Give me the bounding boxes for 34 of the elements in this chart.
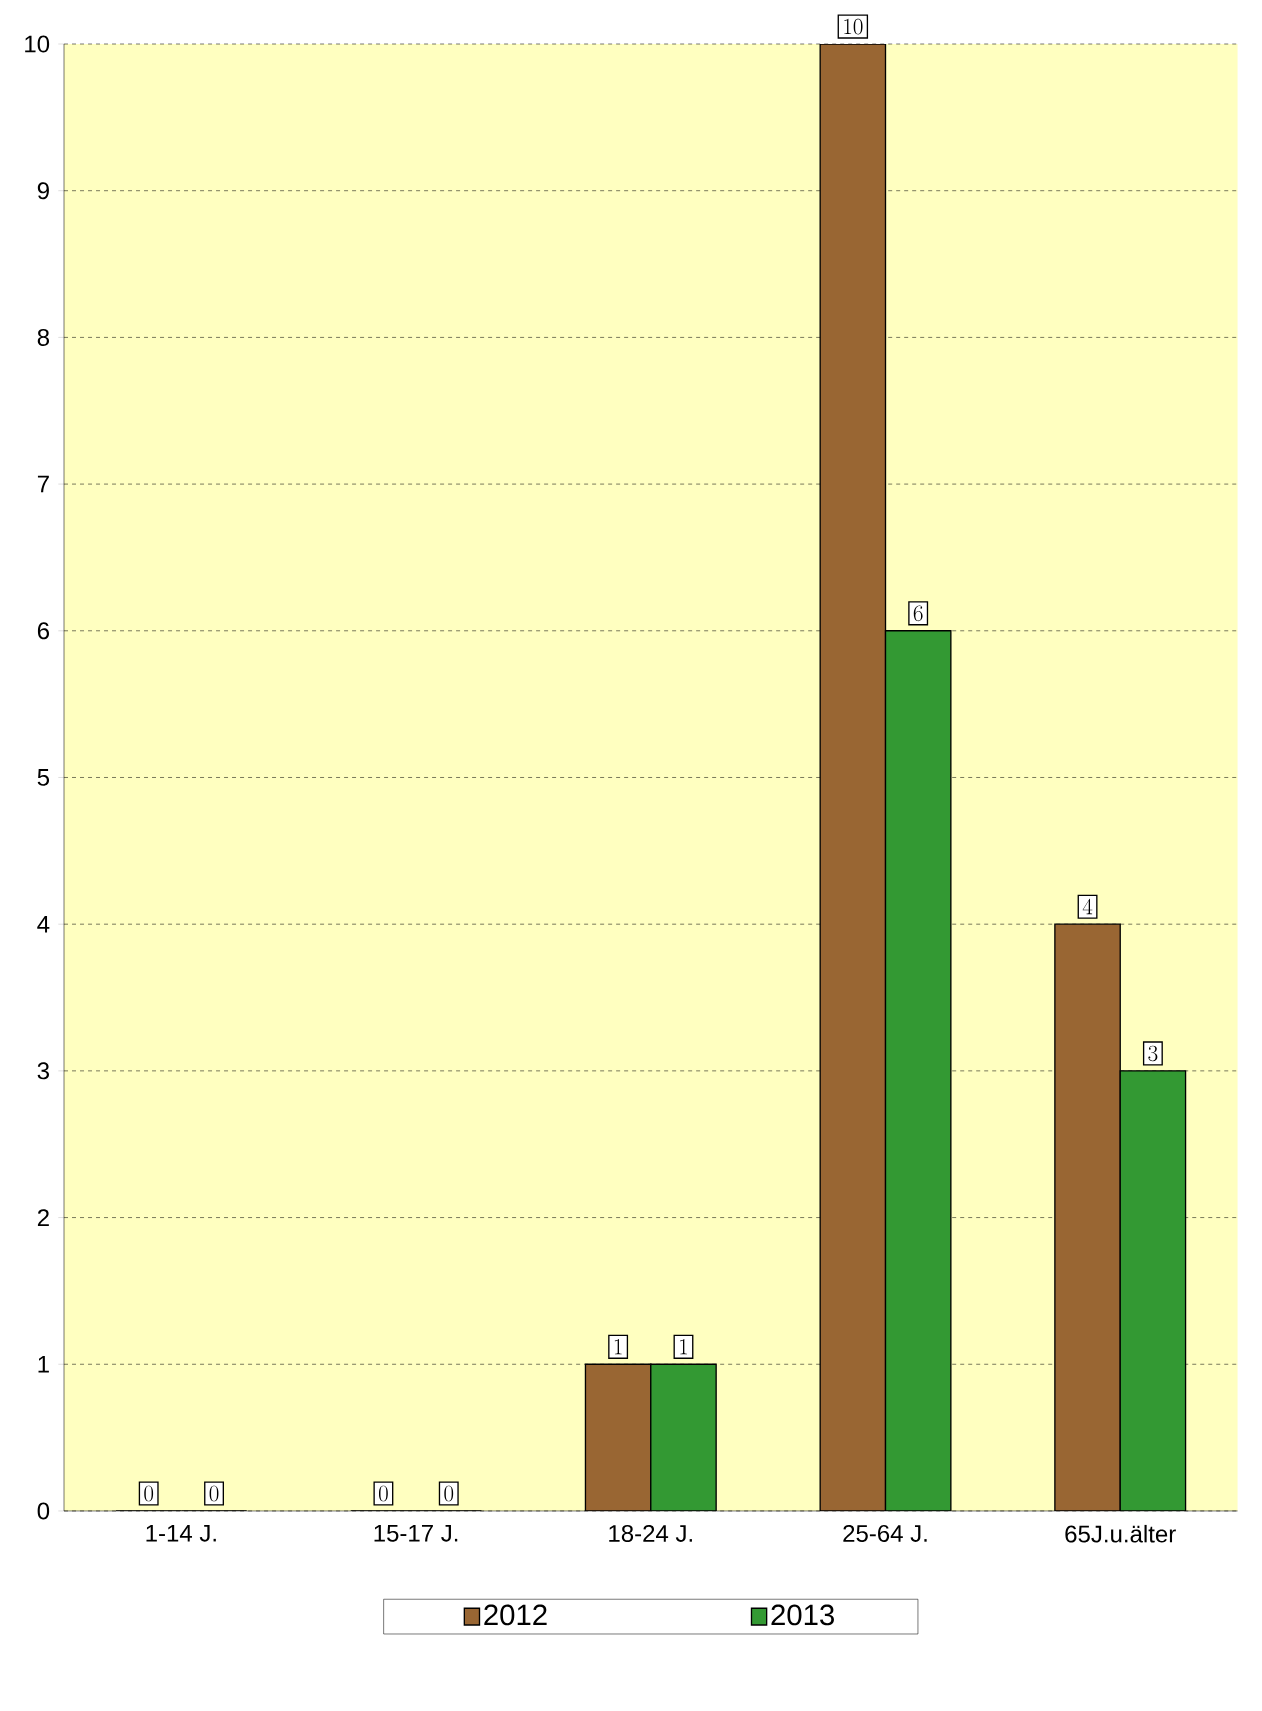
x-tick-label: 1-14 J. <box>146 1524 217 1542</box>
x-tick-label: 25-64 J. <box>843 1524 927 1542</box>
y-tick-label: 0 <box>37 1502 50 1520</box>
x-tick-label: 18-24 J. <box>609 1524 693 1542</box>
bar <box>1119 1070 1187 1511</box>
data-label: 0 <box>144 1485 154 1502</box>
bar <box>885 630 952 1511</box>
legend-label: 2013 <box>771 1604 835 1626</box>
y-tick-label: 4 <box>37 915 50 933</box>
y-tick-label: 7 <box>38 475 50 493</box>
bar <box>584 1363 652 1511</box>
x-tick-label: 15-17 J. <box>374 1524 458 1542</box>
data-label: 6 <box>913 605 923 622</box>
x-tick-label: 65J.u.älter <box>1065 1524 1177 1543</box>
data-label: 0 <box>379 1485 389 1502</box>
y-tick-label: 6 <box>38 622 50 640</box>
y-tick-label: 1 <box>38 1356 50 1373</box>
y-tick-label: 10 <box>25 35 50 53</box>
data-label: 0 <box>444 1485 454 1502</box>
y-tick-label: 8 <box>37 328 50 346</box>
data-label: 4 <box>1082 898 1093 915</box>
y-tick-label: 5 <box>37 769 50 786</box>
data-label: 3 <box>1148 1045 1158 1062</box>
y-tick-label: 2 <box>38 1209 50 1226</box>
y-tick-label: 9 <box>38 182 50 200</box>
data-label: 1 <box>680 1339 688 1355</box>
data-label: 10 <box>844 18 863 35</box>
legend-label: 2012 <box>484 1604 547 1626</box>
bar <box>1054 923 1122 1511</box>
data-label: 0 <box>209 1485 219 1502</box>
data-label: 1 <box>615 1339 622 1355</box>
bar <box>819 44 887 1511</box>
y-tick-label: 3 <box>37 1062 50 1080</box>
bar <box>650 1363 718 1511</box>
